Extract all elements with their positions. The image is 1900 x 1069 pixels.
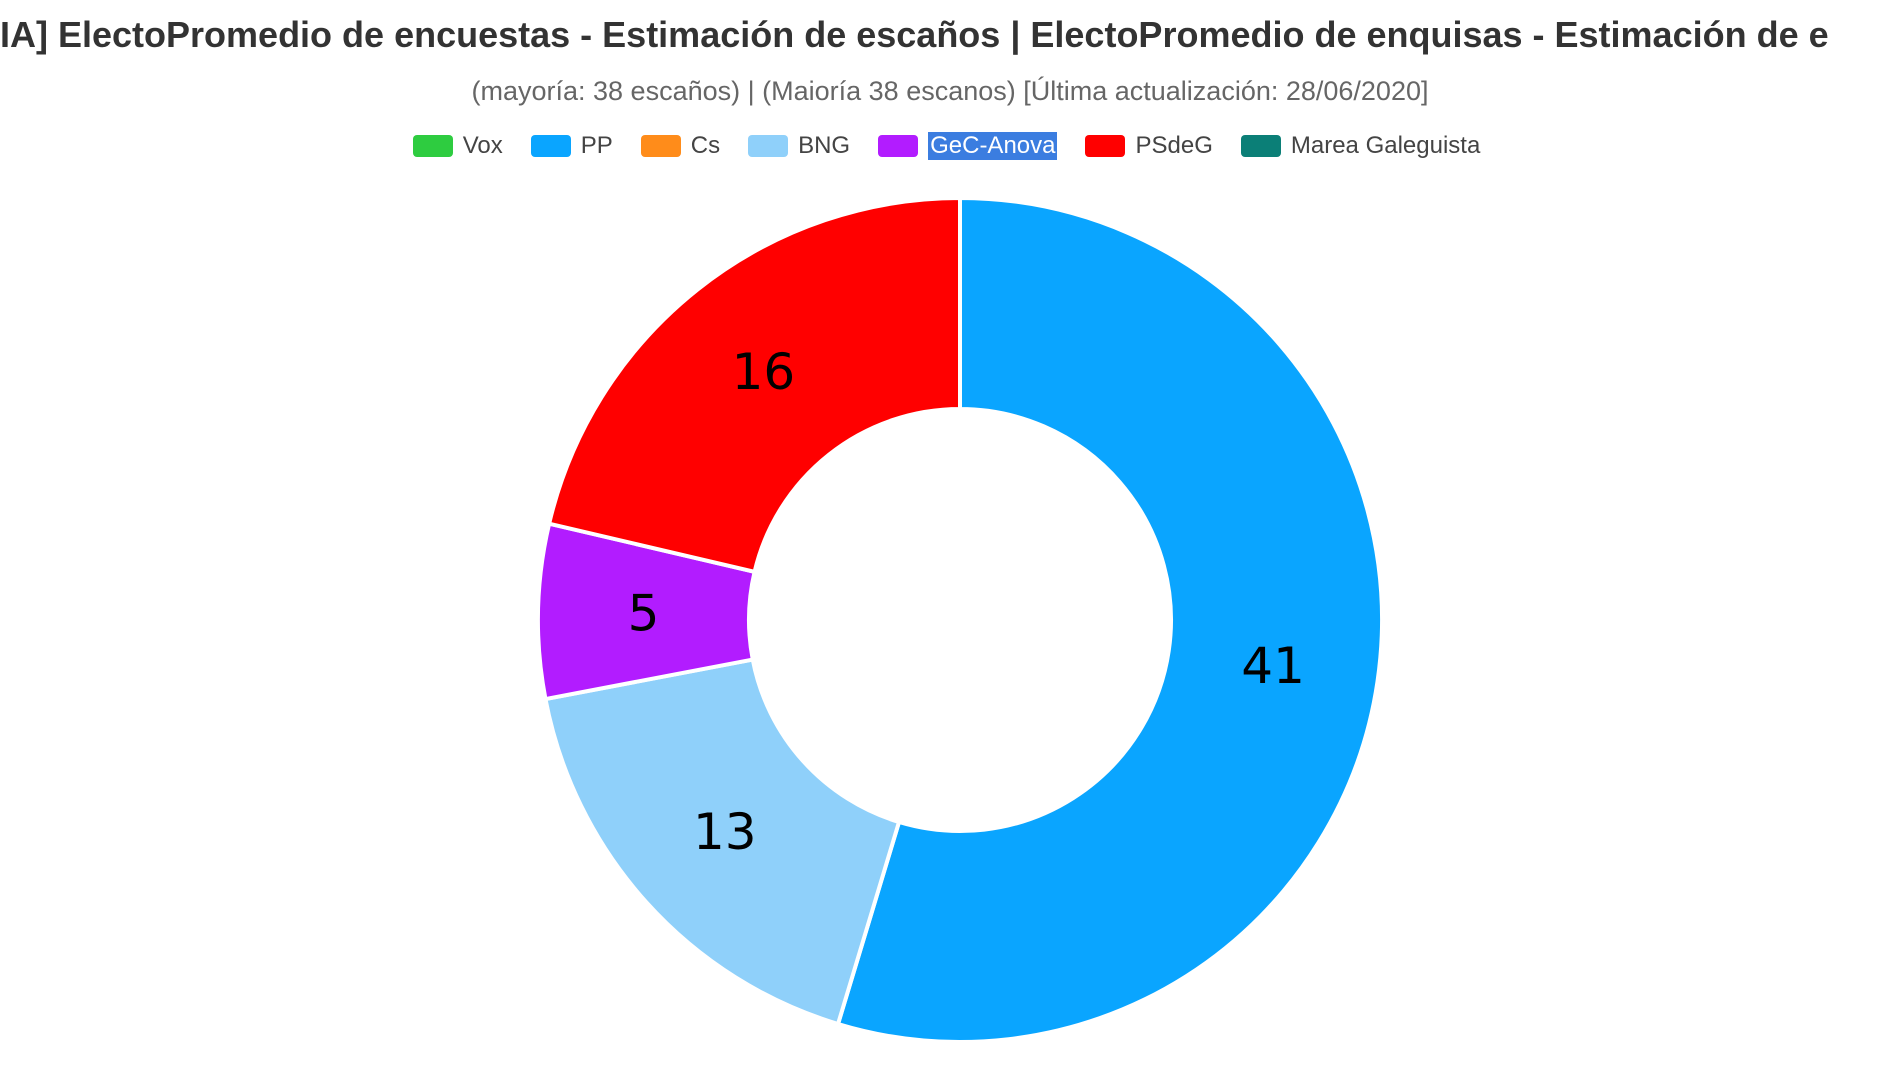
legend-label: BNG: [798, 132, 851, 159]
legend-item-cs[interactable]: Cs: [640, 132, 721, 160]
legend-swatch: [1085, 135, 1126, 157]
legend-label: Marea Galeguista: [1290, 132, 1481, 159]
data-label-pp: 41: [1241, 637, 1305, 695]
data-label-gec-anova: 5: [628, 584, 660, 642]
legend-item-marea-galeguista[interactable]: Marea Galeguista: [1240, 132, 1481, 160]
legend-label: Cs: [690, 132, 721, 159]
slice-psdeg[interactable]: [546, 195, 962, 575]
legend-item-vox[interactable]: Vox: [412, 132, 503, 160]
data-label-bng: 13: [693, 803, 757, 861]
legend-swatch: [412, 135, 453, 157]
legend-label: GeC-Anova: [928, 132, 1058, 160]
legend-label: PP: [580, 132, 613, 159]
data-label-psdeg: 16: [732, 343, 796, 401]
chart-subtitle: (mayoría: 38 escaños) | (Maioría 38 esca…: [471, 76, 1429, 106]
slice-pp[interactable]: [835, 195, 1384, 1044]
legend-swatch: [530, 135, 571, 157]
legend-swatch: [748, 135, 789, 157]
legend-item-bng[interactable]: BNG: [748, 132, 850, 160]
legend-label: Vox: [462, 132, 503, 159]
legend: Vox PP Cs BNG GeC-Anova PSdeG Marea Galeguista: [0, 132, 1893, 160]
legend-item-pp[interactable]: PP: [530, 132, 613, 160]
chart-title: IA] ElectoPromedio de encuestas - Estima…: [0, 14, 1829, 55]
legend-swatch: [878, 135, 919, 157]
legend-label: PSdeG: [1135, 132, 1213, 159]
legend-swatch: [640, 135, 681, 157]
legend-swatch: [1240, 135, 1281, 157]
slice-bng[interactable]: [543, 657, 902, 1027]
legend-item-gec-anova[interactable]: GeC-Anova: [878, 132, 1058, 160]
legend-item-psdeg[interactable]: PSdeG: [1085, 132, 1213, 160]
